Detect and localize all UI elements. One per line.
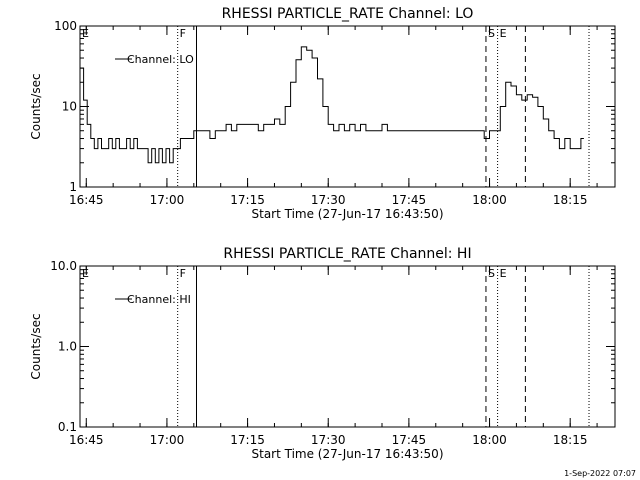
chart-panel-2: RHESSI PARTICLE_RATE Channel: HI 0.1 1.0 10… xyxy=(29,246,616,461)
chart-title: RHESSI PARTICLE_RATE Channel: LO xyxy=(222,6,474,22)
event-marker-label: E xyxy=(500,267,507,280)
x-tick-label: 18:15 xyxy=(553,193,588,207)
y-tick-label: 1 xyxy=(69,180,77,194)
plot-frame xyxy=(79,25,616,188)
legend-entry: Channel: HI xyxy=(127,293,191,306)
x-tick-label: 18:00 xyxy=(472,193,507,207)
x-tick-label: 17:45 xyxy=(392,433,427,447)
x-tick-label: 17:00 xyxy=(150,193,185,207)
y-tick-label: 1.0 xyxy=(58,340,77,354)
legend-entry: Channel: LO xyxy=(127,53,194,66)
x-tick-label: 17:15 xyxy=(230,433,265,447)
event-marker-label: S xyxy=(488,27,495,40)
event-marker-label: E xyxy=(500,27,507,40)
x-tick-label: 17:30 xyxy=(311,193,346,207)
x-tick-label: 18:15 xyxy=(553,433,588,447)
y-axis-label: Counts/sec xyxy=(29,313,43,379)
event-marker-label: F xyxy=(180,267,186,280)
y-tick-label: 100 xyxy=(54,19,77,33)
x-tick-label: 17:45 xyxy=(392,193,427,207)
x-tick-label: 17:00 xyxy=(150,433,185,447)
event-marker-label: S xyxy=(488,267,495,280)
footer-date: 1-Sep-2022 07:07 xyxy=(564,469,636,478)
x-tick-label: 17:30 xyxy=(311,433,346,447)
y-tick-label: 10.0 xyxy=(50,259,77,273)
x-tick-label: 16:45 xyxy=(69,433,104,447)
x-axis-label: Start Time (27-Jun-17 16:43:50) xyxy=(252,207,444,221)
y-axis-label: Counts/sec xyxy=(29,73,43,139)
plot-frame xyxy=(79,265,616,428)
y-tick-label: 0.1 xyxy=(58,420,77,434)
chart-title: RHESSI PARTICLE_RATE Channel: HI xyxy=(223,246,471,262)
x-tick-label: 17:15 xyxy=(230,193,265,207)
event-marker-label: E xyxy=(82,27,89,40)
event-marker-label: F xyxy=(180,27,186,40)
y-tick-label: 10 xyxy=(62,100,77,114)
x-axis-label: Start Time (27-Jun-17 16:43:50) xyxy=(252,447,444,461)
x-tick-label: 18:00 xyxy=(472,433,507,447)
chart-panel-1: RHESSI PARTICLE_RATE Channel: LO 1 10 100 Co… xyxy=(29,6,616,221)
event-marker-label: E xyxy=(82,267,89,280)
series-line xyxy=(80,46,584,164)
x-tick-label: 16:45 xyxy=(69,193,104,207)
